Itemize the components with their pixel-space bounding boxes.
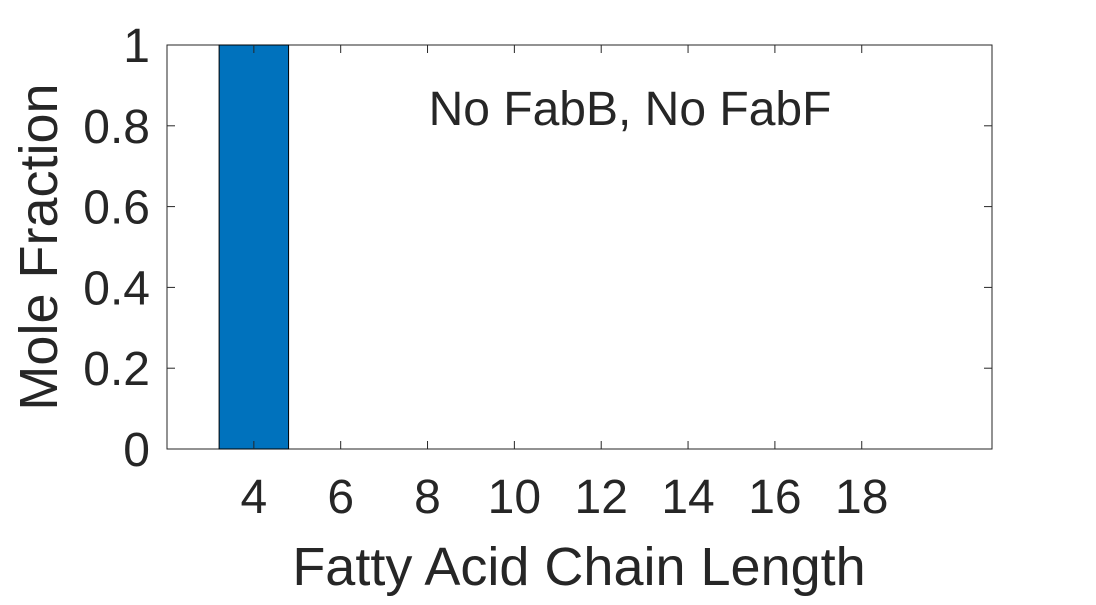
x-tick-label: 12 [575,471,628,524]
bars-group [218,44,290,450]
x-ticks-group: 4 6 8 10 12 14 16 18 [240,45,888,524]
x-tick-label: 4 [240,471,267,524]
y-tick-label: 0.2 [83,343,150,396]
x-tick-label: 14 [661,471,714,524]
x-tick-label: 10 [488,471,541,524]
y-tick-label: 0 [123,424,150,477]
y-tick-label: 0.4 [83,262,150,315]
bar-4 [218,44,290,450]
y-ticks-group: 0 0.2 0.4 0.6 0.8 1 [83,20,992,477]
y-tick-label: 0.6 [83,182,150,235]
y-axis-label: Mole Fraction [9,83,69,410]
x-tick-label: 18 [835,471,888,524]
x-tick-label: 8 [414,471,441,524]
x-axis-label: Fatty Acid Chain Length [292,537,865,597]
plot-area [166,44,993,450]
axes-box [166,44,993,450]
x-tick-label: 16 [748,471,801,524]
annotation-label: No FabB, No FabF [429,83,832,136]
y-tick-label: 1 [123,20,150,73]
x-tick-label: 6 [327,471,354,524]
y-tick-label: 0.8 [83,101,150,154]
